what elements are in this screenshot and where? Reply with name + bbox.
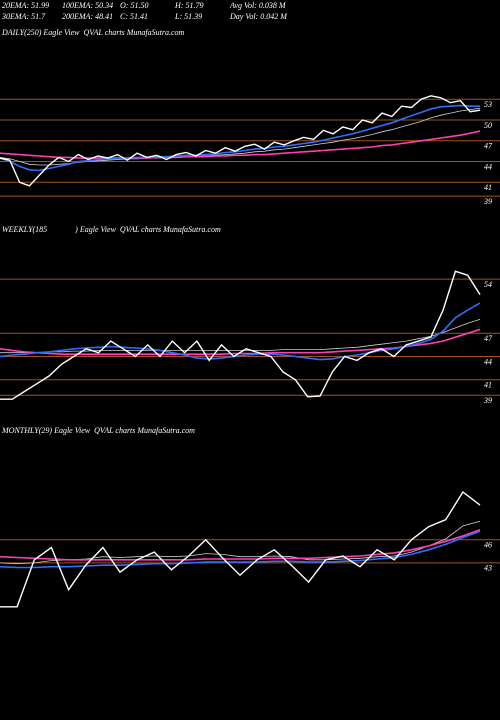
- price-line: [0, 529, 481, 561]
- price-line: [0, 104, 480, 172]
- price-line: [0, 95, 481, 187]
- header-stat: L: 51.39: [174, 12, 202, 21]
- header-stat: H: 51.79: [174, 1, 203, 10]
- y-tick-label: 54: [484, 280, 492, 289]
- header-stat: O: 51.50: [120, 1, 148, 10]
- panel-title: WEEKLY(185 ) Eagle View QVAL charts Muna…: [2, 225, 221, 234]
- y-tick-label: 39: [483, 396, 492, 405]
- price-line: [0, 319, 481, 354]
- price-line: [0, 530, 481, 569]
- price-line: [0, 270, 481, 400]
- header-stat: 100EMA: 50.34: [62, 1, 113, 10]
- y-tick-label: 41: [484, 381, 492, 390]
- price-line: [0, 302, 481, 361]
- header-stat: 20EMA: 51.99: [2, 1, 49, 10]
- panel-title: MONTHLY(29) Eagle View QVAL charts Munaf…: [1, 426, 195, 435]
- y-tick-label: 50: [484, 121, 492, 130]
- price-line: [0, 490, 481, 608]
- y-tick-label: 47: [484, 334, 493, 343]
- y-tick-label: 44: [484, 357, 492, 366]
- y-tick-label: 41: [484, 183, 492, 192]
- header-stat: 200EMA: 48.41: [62, 12, 113, 21]
- y-tick-label: 46: [484, 541, 492, 550]
- price-line: [0, 130, 481, 159]
- header-stat: Day Vol: 0.042 M: [229, 12, 288, 21]
- y-tick-label: 47: [484, 142, 493, 151]
- y-tick-label: 53: [484, 100, 492, 109]
- header-stat: 30EMA: 51.7: [1, 12, 46, 21]
- header-stat: Avg Vol: 0.038 M: [229, 1, 287, 10]
- y-tick-label: 43: [484, 564, 492, 573]
- y-tick-label: 39: [483, 197, 492, 206]
- y-tick-label: 44: [484, 162, 492, 171]
- panel-title: DAILY(250) Eagle View QVAL charts Munafa…: [1, 28, 184, 37]
- header-stat: C: 51.41: [120, 12, 148, 21]
